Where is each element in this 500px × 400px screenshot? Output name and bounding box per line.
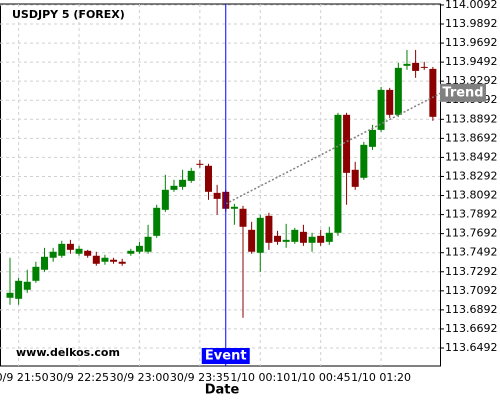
candle-body [274, 235, 282, 242]
candle-body [403, 63, 411, 66]
y-tick-label: 113.8092 [445, 189, 498, 202]
y-tick-label: 113.9692 [445, 36, 498, 49]
y-tick-label: 113.7292 [445, 265, 498, 278]
x-tick-label: 30/9 21:50 [0, 371, 49, 384]
x-axis-label: Date [205, 383, 240, 398]
y-tick-label: 113.7092 [445, 284, 498, 297]
candle-body [58, 243, 66, 256]
x-tick-label: 30/9 23:00 [109, 371, 169, 384]
plot-frame [0, 3, 441, 367]
candle-body [394, 67, 402, 115]
candle-body [291, 229, 299, 242]
candle-body [213, 192, 221, 199]
event-label-box [201, 348, 250, 364]
candle-body [256, 217, 264, 253]
x-tick-label: 1/10 00:45 [291, 371, 351, 384]
candle-body [84, 250, 92, 256]
y-tick-label: 113.8892 [445, 112, 498, 125]
x-tick-label: 1/10 01:20 [351, 371, 411, 384]
candle-body [282, 239, 290, 242]
candle-body [144, 236, 152, 252]
candle-body [23, 281, 31, 290]
x-tick-label: 30/9 22:25 [49, 371, 109, 384]
y-tick-label: 113.7892 [445, 208, 498, 221]
y-tick-label: 114.0092 [445, 0, 498, 11]
candle-body [265, 215, 273, 243]
candle-body [377, 89, 385, 130]
event-label: Event [205, 349, 247, 364]
candle-body [248, 229, 256, 252]
y-tick-label: 113.6492 [445, 341, 498, 354]
y-tick-label: 113.9892 [445, 17, 498, 30]
y-tick-label: 113.8492 [445, 150, 498, 163]
y-tick-label: 113.9492 [445, 55, 498, 68]
candle-body [6, 292, 14, 298]
candle-body [170, 185, 178, 190]
trend-line [225, 92, 442, 205]
candle-body [15, 280, 23, 299]
candle-body [386, 89, 394, 115]
candle-body [429, 68, 437, 117]
candle-body [110, 259, 118, 262]
candle-body [49, 251, 57, 258]
candle-body [204, 165, 212, 192]
candle-body [118, 261, 126, 264]
candle-body [360, 144, 368, 178]
candle-body [179, 179, 187, 187]
y-tick-label: 113.8692 [445, 131, 498, 144]
candle-body [368, 129, 376, 147]
trend-label-box [440, 83, 486, 102]
candle-body [230, 206, 238, 209]
y-tick-label: 113.6692 [445, 322, 498, 335]
candle-body [187, 170, 195, 181]
x-tick-label: 30/9 23:35 [170, 371, 230, 384]
trend-label: Trend [442, 85, 483, 100]
candle-body [325, 232, 333, 242]
candle-body [41, 256, 49, 270]
candle-body [161, 189, 169, 210]
candle-body [135, 245, 143, 252]
x-tick-label: 1/10 00:10 [230, 371, 290, 384]
watermark: www.delkos.com [16, 346, 120, 359]
candle-body [101, 257, 109, 262]
candle-body [92, 255, 100, 264]
candle-body [75, 248, 83, 254]
candle-body [66, 243, 74, 250]
y-tick-label: 113.8292 [445, 169, 498, 182]
candle-body [153, 207, 161, 236]
candle-body [127, 250, 135, 254]
plot: 113.6492 113.6692 113.6892 113.7092 113.7292… [0, 0, 498, 384]
y-tick-label: 113.7692 [445, 227, 498, 240]
chart-title: USDJPY 5 (FOREX) [12, 8, 125, 21]
candle-body [343, 114, 351, 173]
candle-body [239, 208, 247, 227]
candle-body [412, 62, 420, 71]
y-tick-label: 113.7492 [445, 246, 498, 259]
candle-body [32, 266, 40, 281]
candle-body [334, 114, 342, 233]
y-tick-label: 113.6892 [445, 303, 498, 316]
candle-body [308, 236, 316, 243]
candle-body [420, 66, 428, 68]
candle-body [299, 231, 307, 243]
candle-body [196, 163, 204, 165]
candle-body [351, 169, 359, 187]
candle-body [317, 235, 325, 243]
